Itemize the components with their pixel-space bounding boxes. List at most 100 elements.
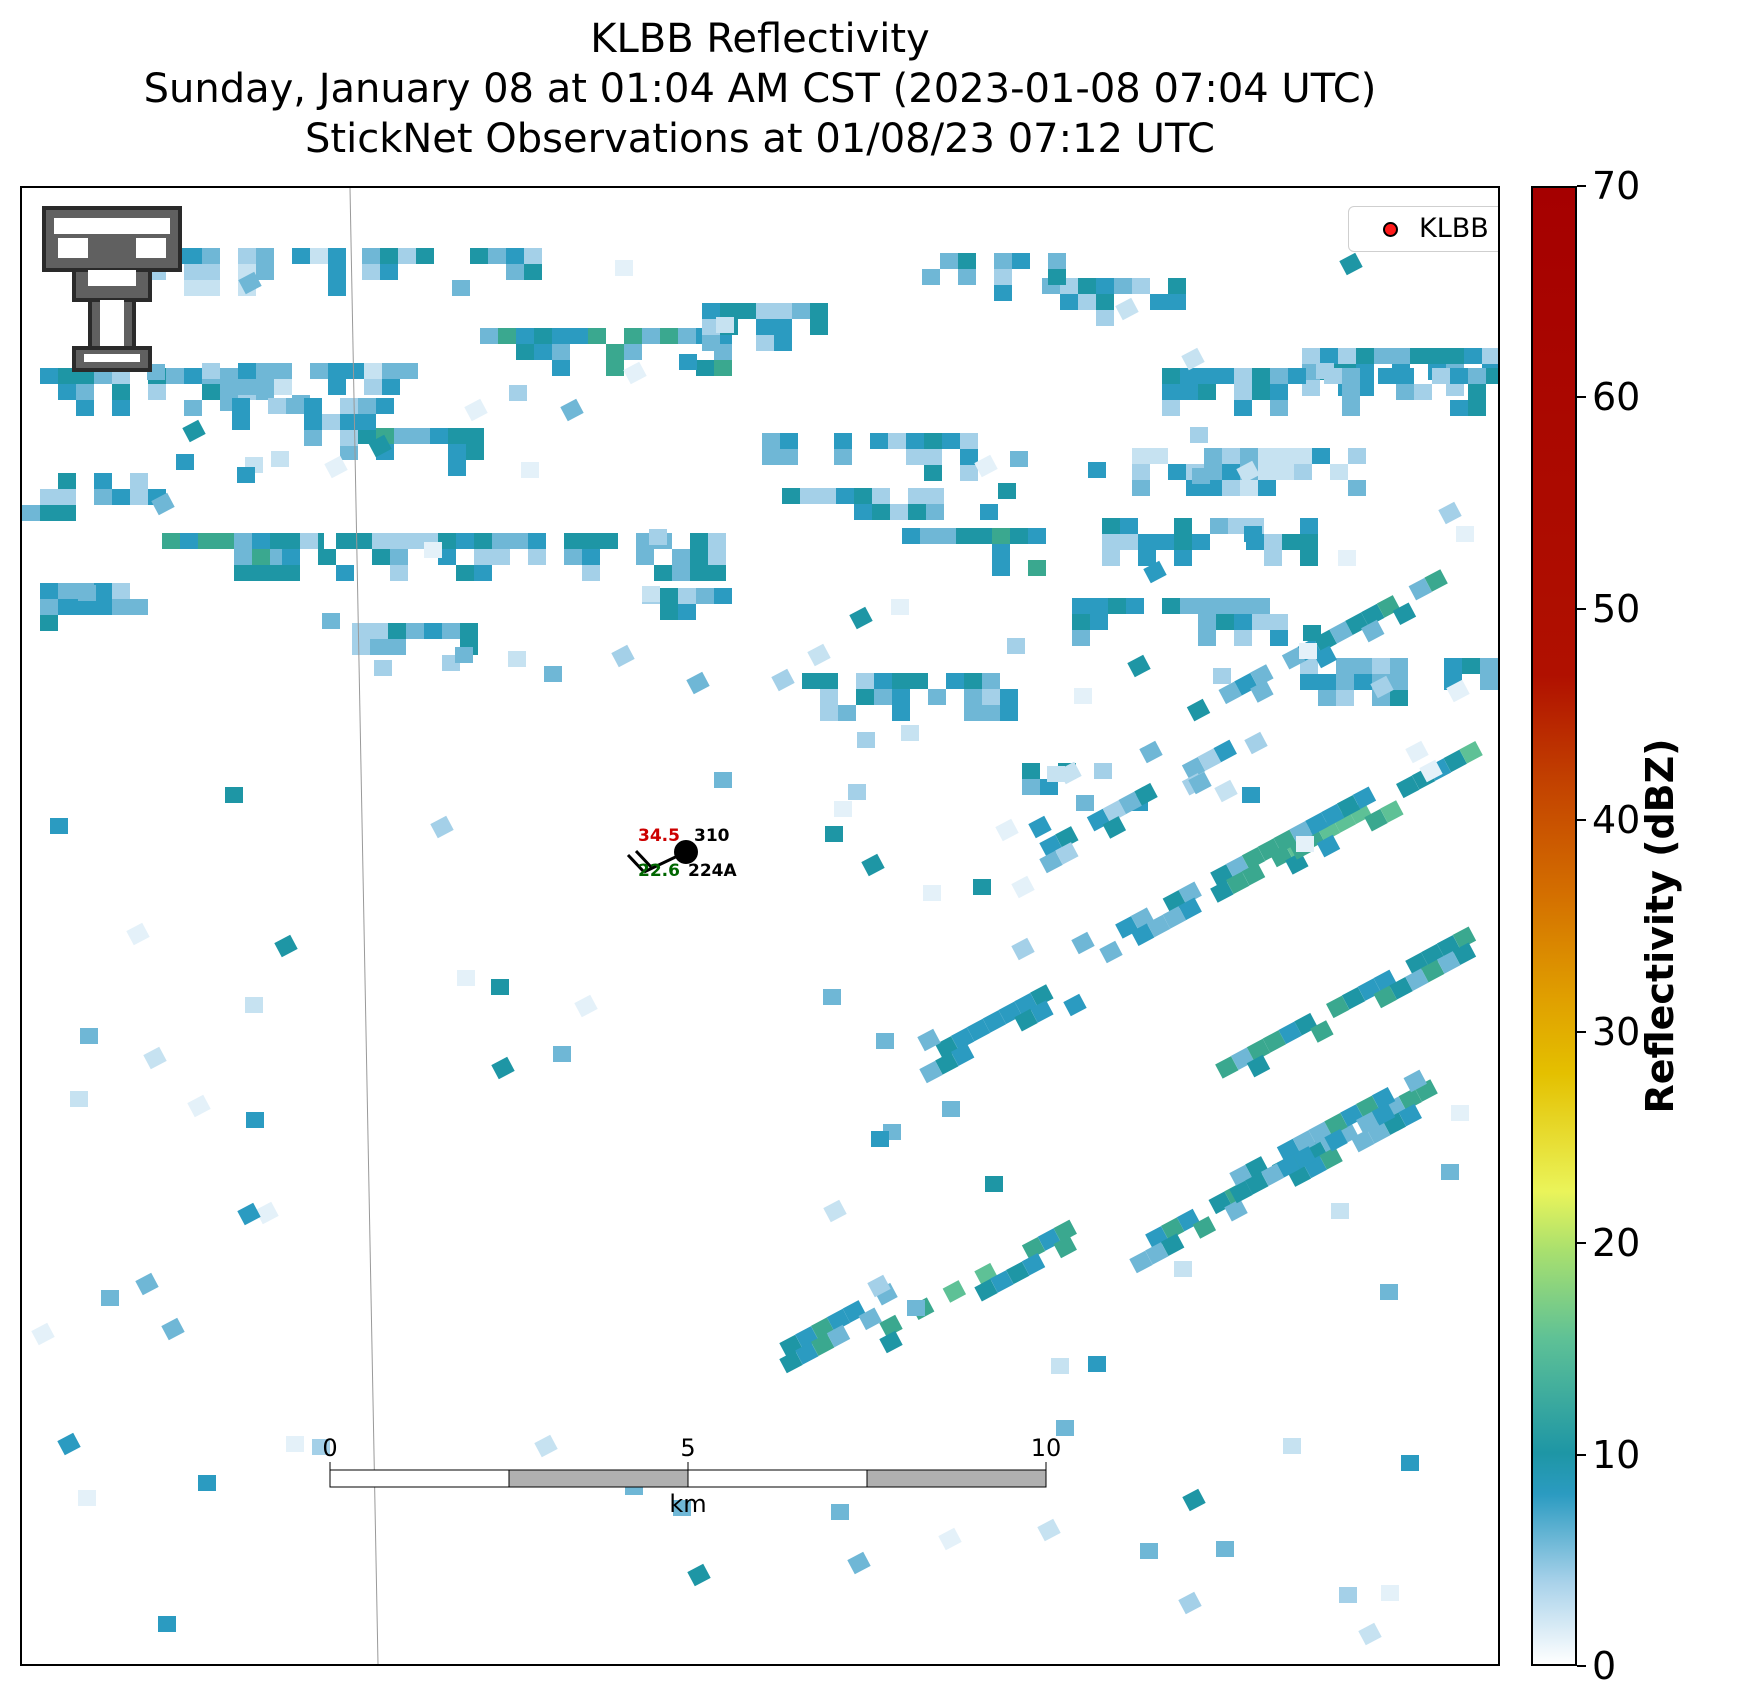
reflectivity-cell bbox=[57, 1432, 81, 1456]
reflectivity-cell bbox=[158, 1616, 176, 1632]
reflectivity-cell bbox=[304, 414, 322, 430]
reflectivity-cell bbox=[1262, 1030, 1287, 1053]
reflectivity-cell bbox=[950, 1043, 975, 1067]
reflectivity-cell bbox=[690, 533, 708, 549]
reflectivity-cell bbox=[714, 360, 732, 376]
reflectivity-cell bbox=[678, 588, 696, 604]
reflectivity-cell bbox=[1022, 763, 1040, 779]
reflectivity-cell bbox=[1252, 384, 1270, 400]
reflectivity-cell bbox=[1276, 1154, 1301, 1178]
reflectivity-cell bbox=[508, 651, 526, 667]
reflectivity-cell bbox=[237, 467, 255, 483]
reflectivity-cell bbox=[322, 414, 340, 430]
reflectivity-cell bbox=[958, 253, 976, 269]
reflectivity-cell bbox=[372, 549, 390, 565]
reflectivity-cell bbox=[524, 264, 542, 280]
reflectivity-cell bbox=[456, 565, 474, 581]
reflectivity-cell bbox=[252, 565, 270, 581]
reflectivity-cell bbox=[1053, 1235, 1077, 1259]
reflectivity-cell bbox=[80, 1028, 98, 1044]
reflectivity-cell bbox=[858, 1307, 882, 1331]
reflectivity-cell bbox=[1410, 348, 1428, 364]
reflectivity-cell bbox=[902, 528, 920, 544]
reflectivity-cell bbox=[756, 319, 774, 335]
reflectivity-cell bbox=[58, 473, 76, 489]
reflectivity-cell bbox=[1294, 448, 1312, 464]
reflectivity-cell bbox=[358, 414, 376, 430]
reflectivity-cell bbox=[1468, 400, 1486, 416]
reflectivity-cell bbox=[756, 303, 774, 319]
reflectivity-cell bbox=[807, 643, 831, 667]
reflectivity-cell bbox=[810, 303, 828, 319]
reflectivity-cell bbox=[1222, 464, 1240, 480]
reflectivity-cell bbox=[480, 328, 498, 344]
reflectivity-cell bbox=[1114, 278, 1132, 294]
reflectivity-cell bbox=[491, 1056, 515, 1080]
reflectivity-cell bbox=[1178, 897, 1202, 921]
reflectivity-cell bbox=[274, 379, 292, 395]
reflectivity-cell bbox=[1108, 598, 1126, 614]
reflectivity-cell bbox=[286, 398, 304, 414]
reflectivity-cell bbox=[1192, 468, 1210, 484]
reflectivity-cell bbox=[1115, 297, 1139, 321]
colorbar-tick bbox=[1577, 185, 1586, 187]
reflectivity-cell bbox=[942, 433, 960, 449]
reflectivity-cell bbox=[412, 428, 430, 444]
reflectivity-cell bbox=[708, 565, 726, 581]
reflectivity-cell bbox=[40, 615, 58, 631]
reflectivity-cell bbox=[1216, 614, 1234, 630]
reflectivity-cell bbox=[560, 398, 584, 422]
reflectivity-cell bbox=[94, 599, 112, 615]
reflectivity-cell bbox=[564, 533, 582, 549]
reflectivity-cell bbox=[112, 400, 130, 416]
reflectivity-cell bbox=[252, 549, 270, 565]
reflectivity-cell bbox=[202, 264, 220, 280]
reflectivity-cell bbox=[340, 414, 358, 430]
reflectivity-cell bbox=[1037, 1518, 1061, 1542]
reflectivity-cell bbox=[1088, 462, 1106, 478]
reflectivity-cell bbox=[1270, 614, 1288, 630]
reflectivity-cell bbox=[1438, 501, 1462, 525]
reflectivity-cell bbox=[374, 660, 392, 676]
reflectivity-cell bbox=[1336, 658, 1354, 674]
reflectivity-cell bbox=[1428, 348, 1446, 364]
reflectivity-cell bbox=[1210, 518, 1228, 534]
reflectivity-cell bbox=[1482, 348, 1498, 364]
reflectivity-cell bbox=[1373, 985, 1397, 1009]
reflectivity-cell bbox=[1305, 812, 1329, 835]
reflectivity-cell bbox=[256, 264, 274, 280]
reflectivity-cell bbox=[636, 549, 654, 565]
reflectivity-cell bbox=[1456, 526, 1474, 542]
reflectivity-cell bbox=[202, 384, 220, 400]
reflectivity-cell bbox=[1181, 756, 1206, 780]
reflectivity-cell bbox=[232, 414, 250, 430]
reflectivity-cell bbox=[448, 428, 466, 444]
colorbar-tick bbox=[1577, 1665, 1586, 1667]
reflectivity-cell bbox=[234, 533, 252, 549]
reflectivity-cell bbox=[879, 1314, 903, 1338]
reflectivity-cell bbox=[544, 666, 562, 682]
reflectivity-cell bbox=[1030, 984, 1054, 1007]
reflectivity-cell bbox=[1356, 348, 1374, 364]
reflectivity-cell bbox=[498, 328, 516, 344]
reflectivity-cell bbox=[606, 360, 624, 376]
reflectivity-cell bbox=[1300, 518, 1318, 534]
reflectivity-cell bbox=[1468, 384, 1486, 400]
reflectivity-cell bbox=[994, 285, 1012, 301]
reflectivity-cell bbox=[78, 585, 96, 601]
reflectivity-cell bbox=[1132, 278, 1150, 294]
reflectivity-cell bbox=[588, 328, 606, 344]
reflectivity-cell bbox=[1336, 795, 1361, 818]
reflectivity-cell bbox=[1464, 348, 1482, 364]
reflectivity-cell bbox=[1336, 690, 1354, 706]
reflectivity-cell bbox=[492, 549, 510, 565]
reflectivity-cell bbox=[1039, 850, 1063, 874]
reflectivity-cell bbox=[252, 533, 270, 549]
reflectivity-cell bbox=[1236, 460, 1260, 484]
reflectivity-cell bbox=[1132, 480, 1150, 496]
reflectivity-cell bbox=[256, 384, 274, 400]
reflectivity-cell bbox=[1302, 348, 1320, 364]
reflectivity-cell bbox=[985, 1176, 1003, 1192]
reflectivity-cell bbox=[779, 1350, 803, 1374]
reflectivity-cell bbox=[1300, 534, 1318, 550]
